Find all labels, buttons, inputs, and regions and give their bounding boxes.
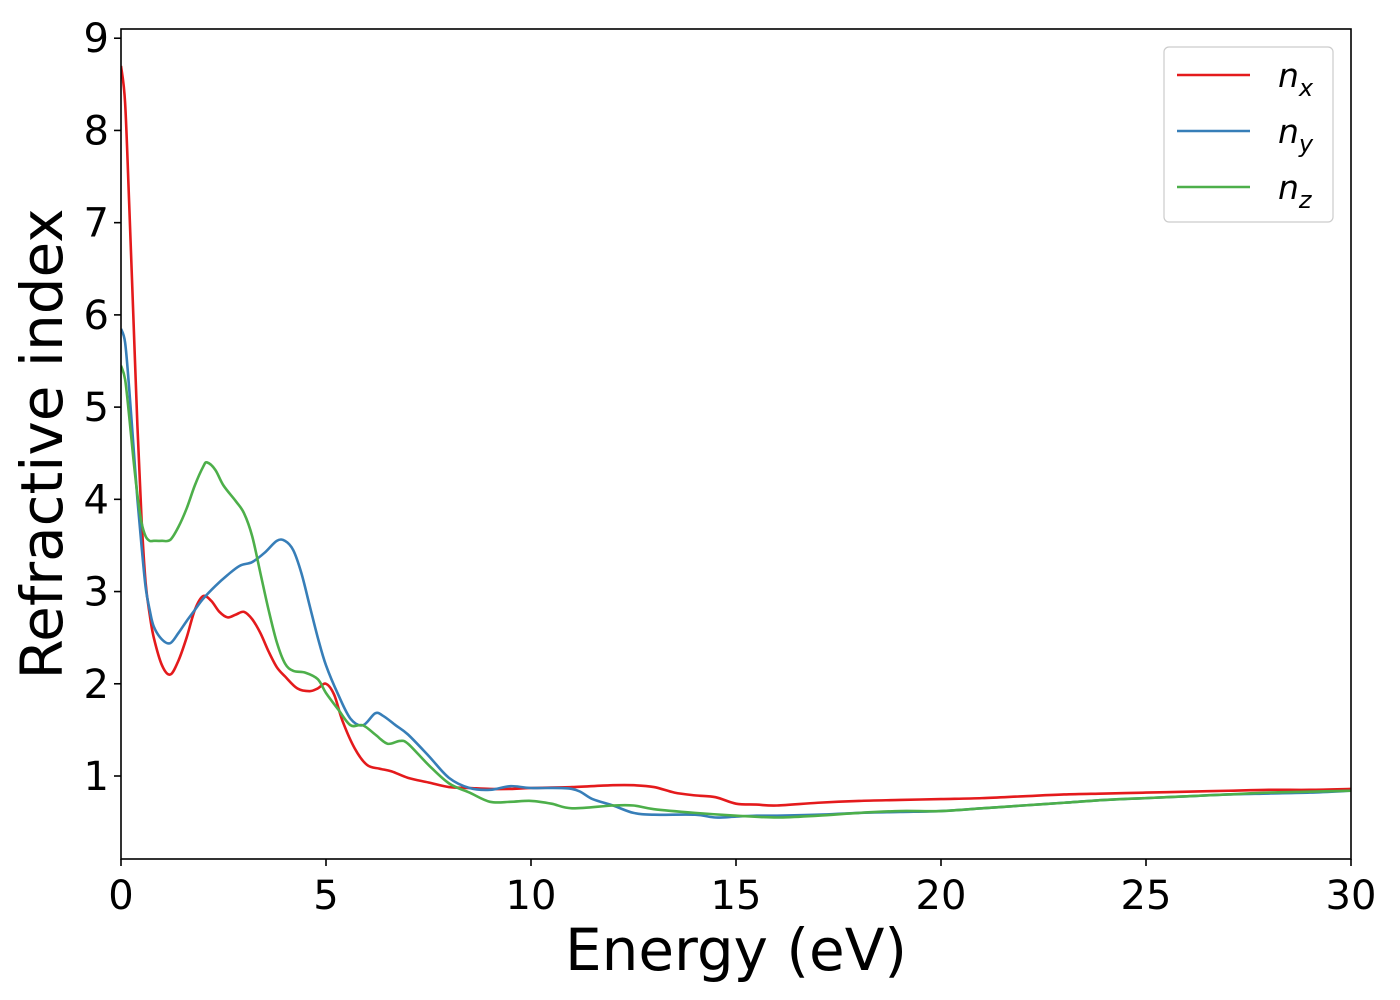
legend-box	[1163, 46, 1334, 223]
x-tick-label: 10	[506, 873, 557, 919]
x-tick-label: 0	[108, 873, 133, 919]
x-tick-label: 5	[313, 873, 338, 919]
y-axis-ticks: 1 2 3 4 5 6 7 8 9	[84, 16, 121, 800]
legend-subscript: y	[1298, 130, 1314, 158]
y-tick-label: 2	[84, 662, 109, 708]
legend-subscript: x	[1298, 74, 1314, 102]
x-axis-ticks: 0 5 10 15 20 25 30	[108, 859, 1376, 919]
y-tick-label: 1	[84, 754, 109, 800]
x-tick-label: 30	[1326, 873, 1377, 919]
series-line-nx	[121, 65, 1351, 807]
y-tick-label: 5	[84, 385, 109, 431]
y-tick-label: 3	[84, 570, 109, 616]
y-tick-label: 8	[84, 108, 109, 154]
y-axis-label: Refractive index	[8, 208, 76, 679]
x-tick-label: 25	[1121, 873, 1172, 919]
x-tick-label: 15	[711, 873, 762, 919]
legend-subscript: z	[1298, 186, 1313, 214]
series-line-ny	[121, 328, 1351, 819]
y-tick-label: 4	[84, 477, 109, 523]
series-layer	[121, 65, 1351, 819]
x-axis-label: Energy (eV)	[565, 916, 907, 984]
series-line-nz	[121, 365, 1351, 819]
y-tick-label: 7	[84, 201, 109, 247]
y-tick-label: 6	[84, 293, 109, 339]
y-tick-label: 9	[84, 16, 109, 62]
x-tick-label: 20	[916, 873, 967, 919]
